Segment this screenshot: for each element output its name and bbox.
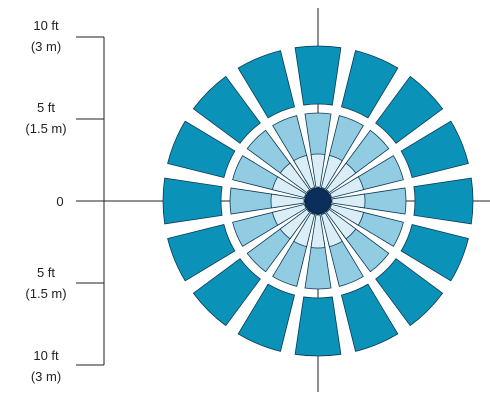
inner-zone-segment — [331, 193, 366, 209]
scale-label-upper-ft: 5 ft — [37, 100, 55, 115]
inner-zone — [270, 153, 366, 249]
inner-zone-segment — [320, 212, 343, 248]
outer-zone-segment — [413, 177, 474, 225]
scale-bar: 10 ft (3 m) 5 ft (1.5 m) 0 5 ft (1.5 m) … — [25, 18, 105, 384]
scale-label-top-m: (3 m) — [31, 39, 61, 54]
outer-zone-segment — [192, 75, 261, 144]
outer-zone-segment — [162, 177, 223, 225]
outer-zone-segment — [340, 50, 399, 119]
outer-zone-segment — [375, 75, 444, 144]
inner-zone-segment — [325, 208, 357, 240]
outer-zone-segment — [237, 283, 296, 352]
inner-zone-segment — [310, 153, 326, 188]
inner-zone-segment — [279, 208, 311, 240]
outer-zone-segment — [400, 120, 469, 179]
inner-zone-segment — [293, 212, 316, 248]
outer-zone-segment — [294, 296, 342, 357]
outer-zone-segment — [167, 120, 236, 179]
inner-zone-segment — [329, 203, 365, 226]
center-point — [304, 187, 332, 215]
scale-label-upper-m: (1.5 m) — [25, 121, 66, 136]
outer-zone-segment — [192, 258, 261, 327]
scale-label-lower-ft: 5 ft — [37, 265, 55, 280]
scale-label-top-ft: 10 ft — [33, 18, 59, 33]
inner-zone-segment — [279, 162, 311, 194]
inner-zone-segment — [293, 154, 316, 190]
scale-label-bottom-ft: 10 ft — [33, 348, 59, 363]
inner-zone-segment — [329, 176, 365, 199]
inner-zone-segment — [271, 176, 307, 199]
middle-zone — [229, 112, 407, 290]
outer-zone-segment — [294, 45, 342, 106]
outer-zone-segment — [400, 223, 469, 282]
outer-zone-segment — [375, 258, 444, 327]
outer-zone-segment — [237, 50, 296, 119]
coverage-pattern — [162, 45, 474, 357]
outer-zone — [162, 45, 474, 357]
outer-zone-segment — [340, 283, 399, 352]
inner-zone-segment — [325, 162, 357, 194]
scale-label-zero: 0 — [56, 194, 63, 209]
inner-zone-segment — [310, 214, 326, 249]
scale-label-lower-m: (1.5 m) — [25, 286, 66, 301]
outer-zone-segment — [167, 223, 236, 282]
scale-label-bottom-m: (3 m) — [31, 369, 61, 384]
inner-zone-segment — [270, 193, 305, 209]
inner-zone-segment — [271, 203, 307, 226]
inner-zone-segment — [320, 154, 343, 190]
